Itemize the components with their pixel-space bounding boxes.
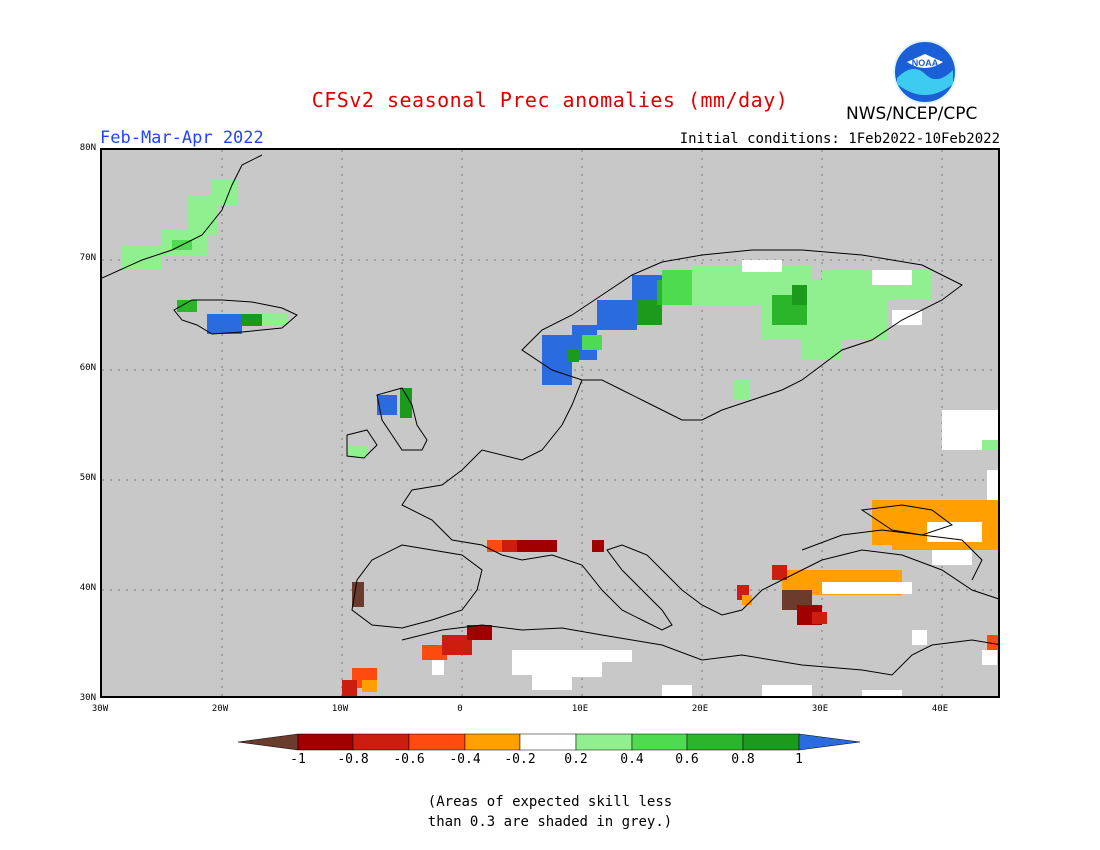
skill-footnote: (Areas of expected skill less than 0.3 a… bbox=[0, 792, 1100, 832]
lon-label-0: 0 bbox=[457, 704, 463, 714]
colorbar-label-minus1: -1 bbox=[290, 752, 306, 767]
graticule bbox=[102, 150, 998, 696]
colorbar-label-0.8: 0.8 bbox=[731, 752, 755, 767]
colorbar-segment-9 bbox=[742, 733, 800, 751]
anomaly-turkey bbox=[737, 565, 998, 665]
colorbar-segment-4 bbox=[464, 733, 521, 751]
lon-label-10w: 10W bbox=[331, 704, 349, 714]
colorbar-label-0.2: 0.2 bbox=[564, 752, 588, 767]
anomaly-black-sea bbox=[872, 500, 998, 565]
initial-conditions: Initial conditions: 1Feb2022-10Feb2022 bbox=[679, 131, 1000, 147]
colorbar-label-0.4: 0.4 bbox=[620, 752, 644, 767]
lon-label-30e: 30E bbox=[811, 704, 829, 714]
colorbar-segment-3 bbox=[408, 733, 466, 751]
anomaly-north-africa bbox=[342, 625, 902, 696]
lat-label-60n: 60N bbox=[79, 363, 96, 373]
colorbar-label-minus0.6: -0.6 bbox=[393, 752, 425, 767]
colorbar-segment-6 bbox=[575, 733, 633, 751]
lat-label-50n: 50N bbox=[79, 473, 96, 483]
lat-label-30n: 30N bbox=[79, 693, 96, 703]
anomaly-east bbox=[942, 410, 998, 500]
colorbar-label-minus0.4: -0.4 bbox=[449, 752, 481, 767]
lon-label-20e: 20E bbox=[691, 704, 709, 714]
colorbar-segment-7 bbox=[631, 733, 688, 751]
anomaly-south-france bbox=[487, 540, 604, 552]
noaa-logo: NOAA bbox=[893, 40, 957, 104]
colorbar-segment-gt-1 bbox=[798, 733, 861, 751]
anomaly-uk bbox=[347, 388, 412, 457]
colorbar-segment-2 bbox=[352, 733, 410, 751]
lat-label-40n: 40N bbox=[79, 583, 96, 593]
footnote-line-2: than 0.3 are shaded in grey.) bbox=[427, 814, 673, 830]
lon-label-30w: 30W bbox=[91, 704, 109, 714]
anomaly-portugal bbox=[352, 582, 364, 607]
lat-label-80n: 80N bbox=[79, 143, 96, 153]
colorbar-segment-5 bbox=[519, 733, 577, 751]
forecast-period: Feb-Mar-Apr 2022 bbox=[100, 128, 264, 148]
colorbar-segment-8 bbox=[686, 733, 744, 751]
map-title: CFSv2 seasonal Prec anomalies (mm/day) bbox=[311, 88, 789, 112]
colorbar-segment-1 bbox=[297, 733, 354, 751]
colorbar-label-0.6: 0.6 bbox=[675, 752, 699, 767]
organization-label: NWS/NCEP/CPC bbox=[846, 104, 978, 124]
svg-text:NOAA: NOAA bbox=[912, 58, 939, 68]
anomaly-scandinavia bbox=[542, 260, 932, 400]
footnote-line-1: (Areas of expected skill less bbox=[427, 794, 673, 810]
map-canvas bbox=[102, 150, 998, 696]
lat-label-70n: 70N bbox=[79, 253, 96, 263]
colorbar-label-minus0.2: -0.2 bbox=[504, 752, 536, 767]
precipitation-anomaly-map bbox=[100, 148, 1000, 698]
coastlines bbox=[102, 154, 998, 676]
colorbar-label-minus0.8: -0.8 bbox=[337, 752, 369, 767]
colorbar bbox=[238, 733, 861, 751]
colorbar-label-1: 1 bbox=[795, 752, 803, 767]
lon-label-40e: 40E bbox=[931, 704, 949, 714]
anomaly-greenland bbox=[122, 180, 237, 270]
anomaly-iceland bbox=[177, 300, 287, 334]
lon-label-20w: 20W bbox=[211, 704, 229, 714]
lon-label-10e: 10E bbox=[571, 704, 589, 714]
colorbar-segment-lt-minus1 bbox=[238, 733, 299, 751]
